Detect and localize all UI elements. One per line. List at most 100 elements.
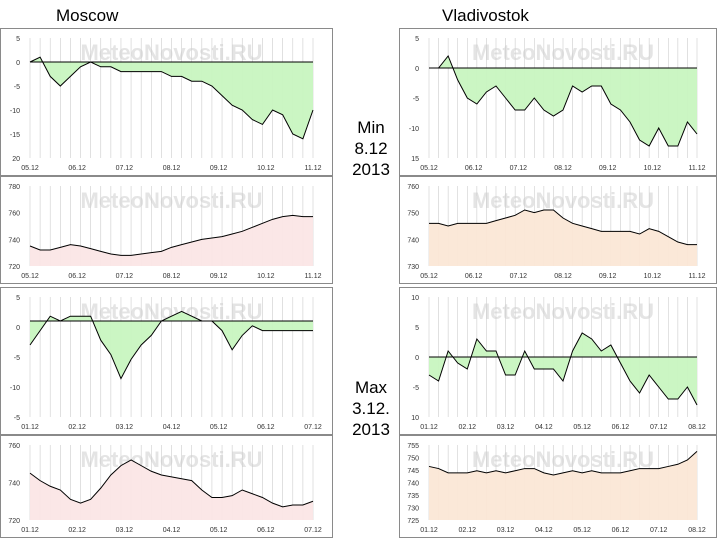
city-title-moscow: Moscow (56, 6, 119, 25)
x-tick-label: 05.12 (420, 273, 438, 280)
area-fill (30, 215, 313, 266)
area-fill (30, 311, 313, 379)
x-tick-label: 05.12 (573, 527, 591, 534)
y-tick-label: 10 (411, 295, 419, 302)
series-line (29, 56, 314, 140)
area-fill (429, 210, 697, 266)
y-tick-label: -10 (409, 126, 419, 133)
x-tick-label: 07.12 (510, 273, 528, 280)
x-tick-label: 03.12 (497, 527, 515, 534)
y-tick-label: 750 (407, 211, 419, 218)
x-tick-label: 07.12 (116, 165, 134, 172)
series-line (429, 55, 698, 147)
min-label-line-3: 2013 (352, 160, 390, 179)
series-line (428, 332, 698, 406)
x-tick-label: 05.12 (21, 273, 39, 280)
x-tick-label: 01.12 (420, 527, 438, 534)
y-tick-label: -5 (14, 415, 20, 422)
y-tick-label: 5 (16, 295, 20, 302)
y-tick-label: 725 (407, 518, 419, 525)
y-tick-label: 730 (407, 264, 419, 271)
x-tick-label: 05.12 (420, 165, 438, 172)
y-tick-label: 720 (8, 518, 20, 525)
y-tick-label: -10 (10, 108, 20, 115)
area-fill (30, 460, 313, 520)
x-tick-label: 03.12 (116, 424, 134, 431)
y-tick-label: 755 (407, 443, 419, 450)
series-line (429, 209, 697, 246)
y-tick-label: -5 (413, 96, 419, 103)
x-tick-label: 10.12 (257, 273, 275, 280)
y-tick-label: 5 (16, 36, 20, 43)
x-tick-label: 08.12 (688, 424, 706, 431)
x-tick-label: 06.12 (257, 527, 275, 534)
y-tick-label: 760 (407, 184, 419, 191)
x-tick-label: 08.12 (554, 165, 572, 172)
x-tick-label: 04.12 (163, 527, 181, 534)
y-tick-label: -5 (14, 84, 20, 91)
x-tick-label: 11.12 (305, 165, 322, 172)
min-label-line-1: Min (357, 118, 385, 137)
y-tick-label: 20 (12, 156, 20, 163)
y-tick-label: 0 (16, 325, 20, 332)
series-line (29, 459, 314, 508)
x-tick-label: 07.12 (650, 527, 668, 534)
x-tick-label: 06.12 (465, 273, 483, 280)
x-tick-label: 08.12 (554, 273, 572, 280)
y-tick-label: -5 (413, 385, 419, 392)
y-tick-label: 760 (8, 211, 20, 218)
x-tick-label: 07.12 (650, 424, 668, 431)
x-tick-label: 04.12 (535, 424, 553, 431)
x-tick-label: 08.12 (163, 165, 181, 172)
max-date-label: Max 3.12. 2013 (341, 377, 401, 440)
chart-frame (0, 287, 333, 435)
x-tick-label: 07.12 (304, 424, 322, 431)
x-tick-label: 05.12 (21, 165, 39, 172)
area-fill (30, 57, 313, 139)
x-tick-label: 10.12 (644, 165, 662, 172)
x-tick-label: 11.12 (689, 273, 706, 280)
x-tick-label: 09.12 (599, 273, 617, 280)
x-tick-label: 03.12 (497, 424, 515, 431)
series-line (428, 451, 698, 476)
y-tick-label: -10 (10, 385, 20, 392)
x-tick-label: 04.12 (535, 527, 553, 534)
y-tick-label: -15 (10, 132, 20, 139)
max-label-line-1: Max (354, 378, 388, 397)
x-tick-label: 10.12 (257, 165, 275, 172)
x-tick-label: 02.12 (68, 527, 86, 534)
series-line (29, 310, 313, 380)
city-title-vladivostok: Vladivostok (442, 6, 529, 25)
y-tick-label: 780 (8, 184, 20, 191)
x-tick-label: 06.12 (68, 273, 86, 280)
y-tick-label: 0 (16, 60, 20, 67)
y-tick-label: 740 (8, 481, 20, 488)
min-date-label: Min 8.12 2013 (341, 117, 401, 180)
x-tick-label: 07.12 (510, 165, 528, 172)
y-tick-label: 735 (407, 493, 419, 500)
y-tick-label: 740 (407, 481, 419, 488)
x-tick-label: 03.12 (116, 527, 134, 534)
y-tick-label: 5 (415, 36, 419, 43)
area-fill (429, 451, 697, 520)
x-tick-label: 01.12 (21, 424, 39, 431)
chart-vladivostok-max-pressure: MeteoNovosti.RU75575074574073573072501.1… (399, 435, 717, 538)
y-tick-label: 0 (415, 355, 419, 362)
x-tick-label: 05.12 (210, 527, 228, 534)
x-tick-label: 09.12 (599, 165, 617, 172)
x-tick-label: 10.12 (644, 273, 662, 280)
x-tick-label: 02.12 (459, 527, 477, 534)
y-tick-label: 10 (411, 415, 419, 422)
y-tick-label: -5 (14, 355, 20, 362)
x-tick-label: 06.12 (68, 165, 86, 172)
y-tick-label: 740 (8, 237, 20, 244)
x-tick-label: 05.12 (210, 424, 228, 431)
max-label-line-3: 2013 (352, 420, 390, 439)
x-tick-label: 06.12 (612, 424, 630, 431)
y-tick-label: 5 (415, 325, 419, 332)
x-tick-label: 01.12 (21, 527, 39, 534)
